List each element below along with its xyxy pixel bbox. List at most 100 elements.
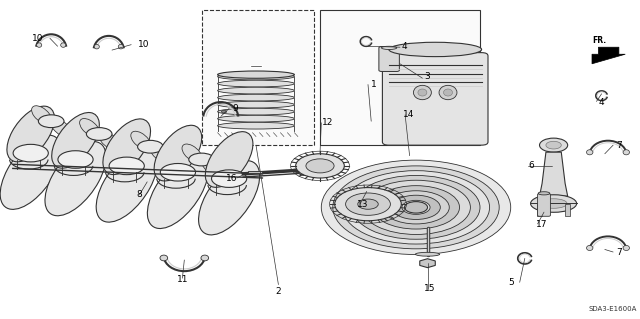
Text: 13: 13	[357, 200, 369, 209]
Ellipse shape	[201, 255, 209, 261]
Circle shape	[404, 202, 428, 213]
Text: 9: 9	[233, 104, 238, 113]
FancyBboxPatch shape	[538, 194, 550, 216]
Ellipse shape	[7, 106, 54, 162]
Ellipse shape	[218, 94, 294, 101]
Text: 14: 14	[403, 110, 414, 119]
Ellipse shape	[198, 161, 260, 235]
Ellipse shape	[413, 85, 431, 100]
Ellipse shape	[161, 163, 196, 181]
Ellipse shape	[218, 122, 294, 129]
Ellipse shape	[218, 101, 294, 108]
Ellipse shape	[381, 46, 397, 49]
Ellipse shape	[61, 43, 66, 47]
Ellipse shape	[218, 87, 294, 94]
Ellipse shape	[99, 131, 119, 150]
Ellipse shape	[586, 245, 593, 250]
FancyBboxPatch shape	[379, 47, 399, 71]
Ellipse shape	[218, 80, 294, 87]
Text: SDA3-E1600A: SDA3-E1600A	[588, 306, 637, 312]
Ellipse shape	[147, 154, 209, 228]
Ellipse shape	[182, 144, 202, 162]
Text: 1: 1	[371, 80, 377, 89]
Ellipse shape	[58, 151, 93, 168]
Circle shape	[352, 175, 480, 239]
Ellipse shape	[218, 71, 294, 78]
Ellipse shape	[154, 125, 202, 181]
Text: 17: 17	[536, 220, 548, 229]
Ellipse shape	[218, 73, 294, 80]
Ellipse shape	[623, 150, 630, 155]
Ellipse shape	[218, 108, 294, 115]
Ellipse shape	[118, 44, 124, 49]
Text: 5: 5	[508, 278, 513, 287]
Ellipse shape	[94, 44, 99, 49]
Circle shape	[383, 191, 449, 224]
Ellipse shape	[13, 144, 49, 162]
Circle shape	[221, 110, 227, 113]
Ellipse shape	[52, 113, 99, 168]
Text: 7: 7	[617, 248, 622, 256]
Ellipse shape	[45, 142, 106, 216]
Ellipse shape	[389, 42, 482, 57]
Text: 10: 10	[32, 34, 44, 43]
Ellipse shape	[218, 115, 294, 122]
Ellipse shape	[86, 128, 112, 140]
Ellipse shape	[138, 140, 163, 153]
Ellipse shape	[415, 252, 440, 256]
Ellipse shape	[79, 118, 100, 137]
Ellipse shape	[31, 106, 52, 124]
Ellipse shape	[444, 89, 452, 96]
Circle shape	[342, 171, 490, 244]
Text: FR.: FR.	[592, 36, 606, 45]
Circle shape	[321, 160, 511, 255]
Ellipse shape	[531, 195, 577, 212]
Circle shape	[392, 195, 440, 219]
Polygon shape	[420, 259, 435, 268]
Ellipse shape	[418, 89, 427, 96]
Circle shape	[306, 159, 334, 173]
Ellipse shape	[623, 245, 630, 250]
Text: 6: 6	[528, 161, 534, 170]
Circle shape	[333, 166, 499, 249]
Ellipse shape	[109, 157, 145, 175]
Text: 16: 16	[226, 174, 237, 183]
Circle shape	[358, 199, 378, 209]
Circle shape	[540, 138, 568, 152]
Ellipse shape	[211, 170, 247, 188]
Ellipse shape	[298, 167, 310, 175]
Ellipse shape	[189, 153, 214, 166]
Ellipse shape	[150, 144, 170, 162]
Text: 7: 7	[617, 141, 622, 150]
Ellipse shape	[131, 131, 151, 150]
Circle shape	[296, 154, 344, 178]
Bar	[320, 10, 480, 145]
Ellipse shape	[540, 199, 567, 208]
Text: 4: 4	[599, 98, 604, 107]
Text: 8: 8	[137, 190, 142, 199]
Circle shape	[362, 180, 470, 234]
Text: 3: 3	[425, 72, 430, 81]
Circle shape	[335, 188, 401, 221]
Ellipse shape	[36, 43, 42, 47]
Circle shape	[402, 200, 430, 214]
Text: 15: 15	[424, 284, 436, 293]
Ellipse shape	[201, 157, 221, 175]
FancyBboxPatch shape	[383, 53, 488, 145]
Ellipse shape	[103, 119, 150, 174]
Ellipse shape	[96, 148, 157, 222]
Ellipse shape	[439, 85, 457, 100]
Text: 11: 11	[177, 275, 188, 284]
Circle shape	[346, 193, 390, 215]
Text: 2: 2	[276, 287, 281, 296]
Ellipse shape	[0, 135, 61, 209]
Ellipse shape	[160, 255, 168, 261]
Text: 4: 4	[402, 42, 407, 51]
Bar	[565, 204, 570, 216]
Ellipse shape	[538, 192, 550, 195]
Ellipse shape	[205, 132, 253, 187]
Circle shape	[372, 186, 460, 229]
Ellipse shape	[586, 150, 593, 155]
Bar	[202, 10, 314, 145]
Bar	[537, 204, 542, 216]
